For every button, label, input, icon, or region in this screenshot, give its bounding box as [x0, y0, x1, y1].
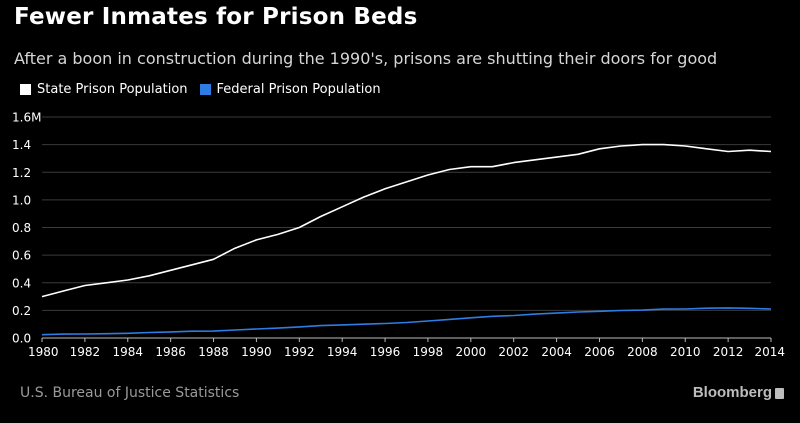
legend-item-federal: Federal Prison Population	[199, 82, 381, 97]
x-tick-label: 2008	[627, 345, 658, 359]
x-tick-label: 2014	[754, 345, 785, 359]
x-tick-label: 1996	[370, 345, 401, 359]
x-tick-label: 1982	[70, 345, 101, 359]
x-tick-label: 1984	[112, 345, 143, 359]
legend-label-state: State Prison Population	[37, 82, 188, 97]
x-tick-label: 1994	[327, 345, 358, 359]
source-note: U.S. Bureau of Justice Statistics	[20, 385, 240, 401]
x-tick-label: 1992	[284, 345, 315, 359]
brand-logo: Bloomberg	[693, 384, 784, 401]
chart-title: Fewer Inmates for Prison Beds	[14, 4, 418, 30]
y-tick-label: 0.4	[12, 276, 31, 290]
chart-subtitle: After a boon in construction during the …	[14, 49, 718, 68]
x-tick-label: 1986	[155, 345, 186, 359]
legend-label-federal: Federal Prison Population	[216, 82, 381, 97]
y-tick-label: 0.0	[12, 332, 31, 346]
y-tick-label: 1.4	[12, 138, 31, 152]
x-tick-label: 2010	[670, 345, 701, 359]
legend: State Prison Population Federal Prison P…	[20, 82, 393, 97]
x-tick-label: 2006	[584, 345, 615, 359]
brand-name: Bloomberg	[692, 384, 772, 401]
y-tick-label: 1.0	[12, 193, 31, 207]
series-line-federal	[41, 307, 772, 336]
x-tick-label: 2000	[456, 345, 487, 359]
series-line-state	[41, 143, 772, 298]
bloomberg-mark-icon	[775, 388, 784, 399]
y-tick-label: 0.2	[12, 304, 31, 318]
y-tick-label: 1.6M	[12, 111, 41, 125]
y-tick-label: 0.8	[12, 221, 31, 235]
legend-item-state: State Prison Population	[20, 82, 188, 97]
x-tick-label: 1998	[413, 345, 444, 359]
legend-swatch-state	[20, 84, 31, 95]
x-tick-label: 1988	[198, 345, 229, 359]
x-tick-label: 2002	[498, 345, 529, 359]
x-tick-label: 1990	[241, 345, 272, 359]
y-tick-label: 1.2	[12, 166, 31, 180]
x-tick-label: 2012	[713, 345, 744, 359]
x-tick-label: 2004	[541, 345, 572, 359]
x-tick-label: 1980	[28, 345, 59, 359]
y-tick-label: 0.6	[12, 249, 31, 263]
legend-swatch-federal	[199, 84, 211, 95]
